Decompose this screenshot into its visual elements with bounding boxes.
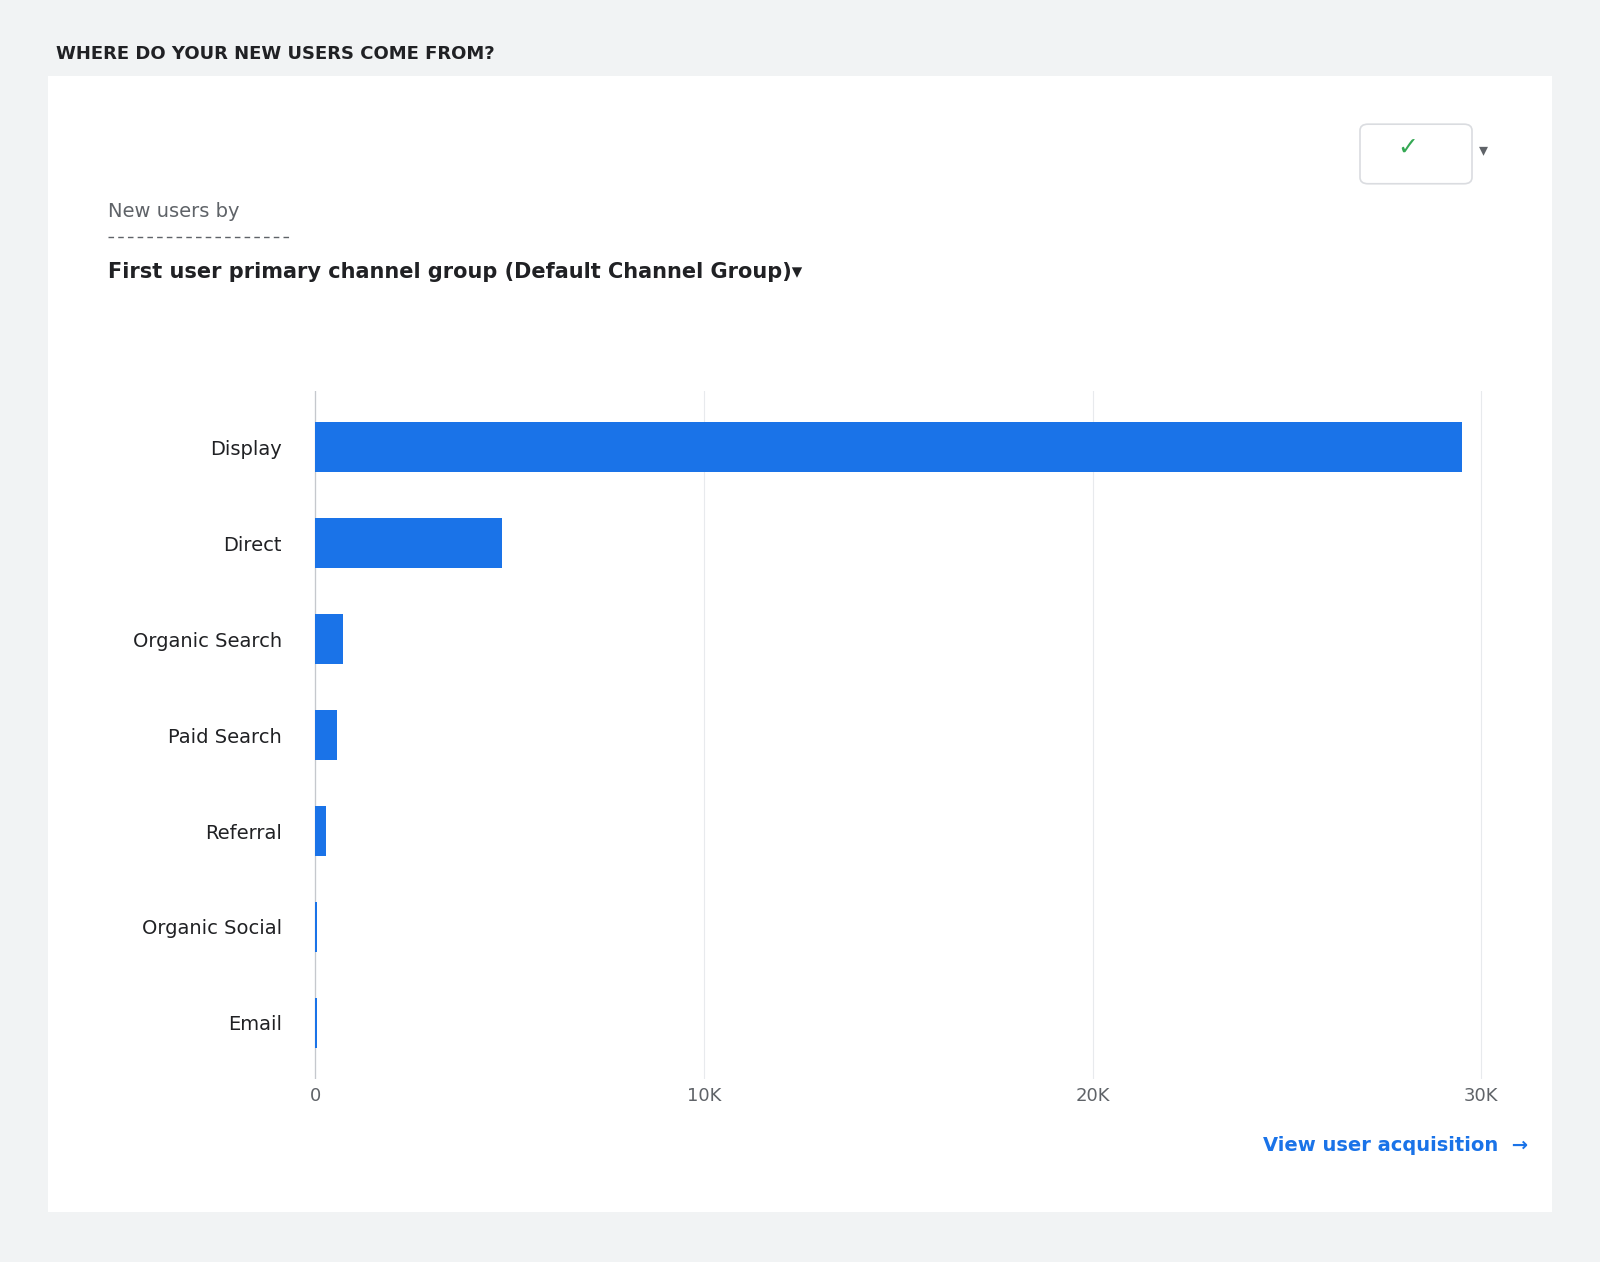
Bar xyxy=(315,711,338,760)
Bar xyxy=(315,902,317,952)
Text: View user acquisition  →: View user acquisition → xyxy=(1262,1136,1528,1155)
Bar xyxy=(315,806,326,856)
Text: First user primary channel group (Default Channel Group)▾: First user primary channel group (Defaul… xyxy=(109,262,803,283)
Text: ▾: ▾ xyxy=(1478,141,1488,159)
Text: WHERE DO YOUR NEW USERS COME FROM?: WHERE DO YOUR NEW USERS COME FROM? xyxy=(56,45,494,63)
Bar xyxy=(315,615,342,664)
Bar xyxy=(315,519,502,568)
FancyBboxPatch shape xyxy=(26,58,1574,1229)
Text: New users by: New users by xyxy=(109,202,240,221)
Bar xyxy=(315,423,1462,472)
Text: ✓: ✓ xyxy=(1397,135,1419,160)
